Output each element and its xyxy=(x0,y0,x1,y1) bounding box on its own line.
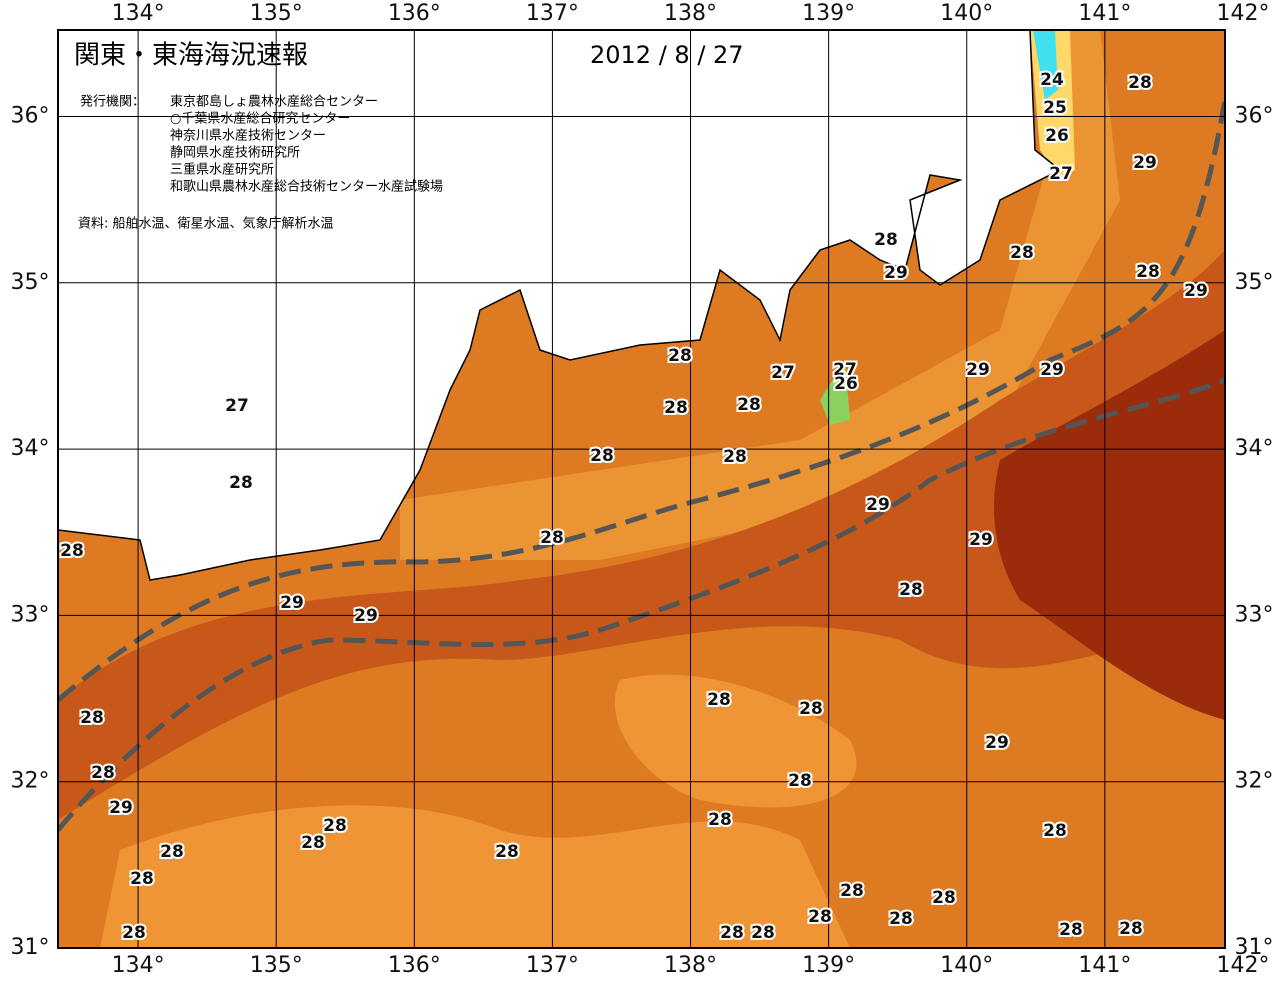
x-tick-label: 140° xyxy=(940,953,993,978)
contour-label: 29 xyxy=(966,360,990,380)
contour-label: 28 xyxy=(1059,920,1083,940)
x-tick-label: 137° xyxy=(526,953,579,978)
y-tick-label: 32° xyxy=(11,769,50,794)
contour-label: 28 xyxy=(1043,821,1067,841)
x-tick-label: 136° xyxy=(388,1,441,26)
y-tick-label: 35° xyxy=(11,270,50,295)
contour-label: 28 xyxy=(1128,73,1152,93)
y-tick-label: 33° xyxy=(11,602,50,627)
issuer: 静岡県水産技術研究所 xyxy=(170,145,300,161)
contour-label: 28 xyxy=(723,447,747,467)
map-frame xyxy=(57,29,1226,949)
contour-label: 28 xyxy=(889,909,913,929)
contour-label: 28 xyxy=(808,907,832,927)
contour-label: 28 xyxy=(707,690,731,710)
x-tick-label: 139° xyxy=(802,1,855,26)
contour-label: 27 xyxy=(1049,164,1073,184)
x-tick-label: 141° xyxy=(1078,953,1131,978)
contour-label: 28 xyxy=(91,763,115,783)
issuer: 神奈川県水産技術センター xyxy=(170,128,326,144)
x-tick-label: 136° xyxy=(388,953,441,978)
y-tick-label: 31° xyxy=(1235,935,1274,960)
x-tick-label: 135° xyxy=(250,953,303,978)
title: 関東・東海海況速報 xyxy=(74,41,308,71)
contour-label: 28 xyxy=(60,541,84,561)
contour-label: 28 xyxy=(122,923,146,943)
y-tick-label: 35° xyxy=(1235,270,1274,295)
x-tick-label: 138° xyxy=(664,953,717,978)
x-tick-label: 141° xyxy=(1078,1,1131,26)
y-tick-label: 33° xyxy=(1235,602,1274,627)
contour-label: 26 xyxy=(1045,126,1069,146)
contour-label: 29 xyxy=(884,263,908,283)
x-tick-label: 137° xyxy=(526,1,579,26)
y-tick-label: 34° xyxy=(1235,436,1274,461)
contour-label: 28 xyxy=(540,528,564,548)
contour-label: 29 xyxy=(1184,281,1208,301)
contour-label: 28 xyxy=(323,816,347,836)
contour-label: 28 xyxy=(590,446,614,466)
contour-label: 28 xyxy=(229,473,253,493)
contour-label: 29 xyxy=(280,593,304,613)
issuer: ○千葉県水産総合研究センター xyxy=(170,111,350,127)
x-tick-label: 135° xyxy=(250,1,303,26)
contour-label: 28 xyxy=(874,230,898,250)
y-tick-label: 36° xyxy=(1235,103,1274,128)
contour-label: 24 xyxy=(1040,70,1064,90)
contour-label: 28 xyxy=(1136,262,1160,282)
x-tick-label: 134° xyxy=(112,953,165,978)
source: 資料: 船舶水温、衛星水温、気象庁解析水温 xyxy=(78,216,334,232)
contour-label: 29 xyxy=(969,530,993,550)
sea-temperature xyxy=(58,30,1225,948)
date: 2012 / 8 / 27 xyxy=(590,41,744,69)
contour-label: 28 xyxy=(301,833,325,853)
contour-label: 25 xyxy=(1043,98,1067,118)
contour-label: 28 xyxy=(899,580,923,600)
contour-label: 28 xyxy=(737,395,761,415)
contour-label: 28 xyxy=(1010,243,1034,263)
contour-label: 29 xyxy=(354,606,378,626)
y-tick-label: 31° xyxy=(11,935,50,960)
y-tick-label: 32° xyxy=(1235,769,1274,794)
contour-label: 29 xyxy=(1040,360,1064,380)
contour-label: 28 xyxy=(495,842,519,862)
x-tick-label: 142° xyxy=(1216,953,1269,978)
issuer-label: 発行機関： xyxy=(80,95,145,110)
contour-label: 28 xyxy=(130,869,154,889)
contour-label: 28 xyxy=(1119,919,1143,939)
contour-label: 28 xyxy=(160,842,184,862)
contour-label: 29 xyxy=(1133,153,1157,173)
issuer: 和歌山県農林水産総合技術センター水産試験場 xyxy=(170,179,443,195)
contour-label: 28 xyxy=(932,888,956,908)
contour-label: 28 xyxy=(840,881,864,901)
issuer: 東京都島しょ農林水産総合センター xyxy=(170,94,378,110)
contour-label: 28 xyxy=(751,923,775,943)
contour-label: 28 xyxy=(799,699,823,719)
y-tick-label: 36° xyxy=(11,103,50,128)
contour-label: 26 xyxy=(834,374,858,394)
y-tick-label: 34° xyxy=(11,436,50,461)
x-tick-label: 140° xyxy=(940,1,993,26)
contour-label: 28 xyxy=(80,708,104,728)
issuers: 東京都島しょ農林水産総合センター○千葉県水産総合研究センター神奈川県水産技術セン… xyxy=(170,94,443,195)
contour-label: 29 xyxy=(985,733,1009,753)
contour-label: 28 xyxy=(720,923,744,943)
contour-label: 28 xyxy=(788,771,812,791)
contour-label: 27 xyxy=(771,363,795,383)
contour-label: 29 xyxy=(866,495,890,515)
contour-label: 29 xyxy=(109,798,133,818)
x-tick-label: 134° xyxy=(112,1,165,26)
contour-label: 28 xyxy=(708,810,732,830)
contour-label: 27 xyxy=(833,360,857,380)
contour-label: 27 xyxy=(225,396,249,416)
contour-label: 28 xyxy=(668,346,692,366)
contour-label: 28 xyxy=(664,398,688,418)
x-tick-label: 142° xyxy=(1216,1,1269,26)
issuer: 三重県水産研究所 xyxy=(170,162,274,178)
x-tick-label: 138° xyxy=(664,1,717,26)
x-tick-label: 139° xyxy=(802,953,855,978)
